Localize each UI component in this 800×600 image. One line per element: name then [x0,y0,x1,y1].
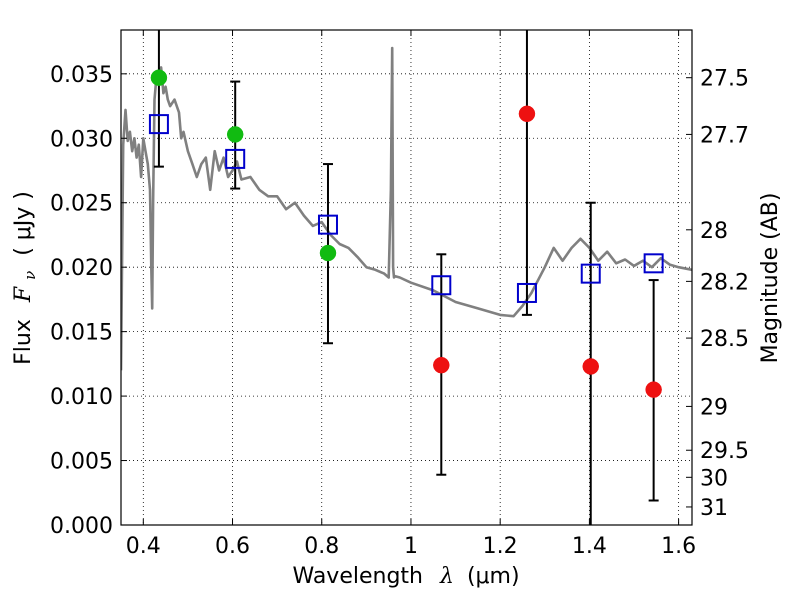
y-axis-title-symbol: F [11,286,36,303]
model-photometry-square [643,253,664,274]
model-photometry-square [516,282,537,303]
y-tick-label: 0.025 [50,192,113,217]
axis-ticks [121,30,692,526]
x-tick-label: 1 [404,534,418,559]
model-photometry-square [580,263,601,284]
y-axis-title: Flux F ν ( μJy ) [11,191,41,365]
x-tick-label: 0.4 [126,534,161,559]
upper-limit-point [433,356,450,374]
x-axis-title-unit: (μm) [467,564,520,589]
x-axis-title: Wavelength λ (μm) [292,564,519,589]
y-axis-title-unit: ( μJy ) [11,191,36,256]
x-tick-label: 0.6 [215,534,250,559]
x-tick-label: 1.4 [572,534,607,559]
y2-tick-label: 29.5 [700,439,749,464]
y-tick-label: 0.020 [50,256,113,281]
y2-tick-label: 28 [700,219,728,244]
x-axis-title-main: Wavelength [292,564,423,589]
plot-frame [120,29,693,526]
observed-markers [150,69,662,398]
model-photometry-square [148,114,169,135]
x-axis-title-symbol: λ [439,564,454,589]
model-photometry-square [431,275,452,296]
x-tick-label: 0.8 [304,534,339,559]
y2-tick-label: 27.5 [700,67,749,92]
grid-lines [121,30,692,526]
detection-point [319,244,337,262]
y2-tick-label: 31 [700,496,728,521]
y2-tick-label: 27.7 [700,123,749,148]
upper-limit-point [582,358,599,375]
y-tick-label: 0.010 [50,385,113,410]
y-axis-title-subscript: ν [21,271,39,280]
y-tick-label: 0.000 [50,514,113,539]
y2-tick-label: 30 [700,466,728,491]
y-tick-label: 0.030 [50,127,113,152]
y-axis-title-main: Flux [11,319,36,365]
model-spectrum [121,46,692,371]
upper-limit-point [645,381,662,398]
model-spectrum-line [121,46,692,371]
model-photometry-square [317,214,338,235]
upper-limit-point [518,105,536,123]
x-tick-label: 1.2 [483,534,518,559]
y2-tick-label: 29 [700,395,728,420]
x-tick-label: 1.6 [661,534,696,559]
detection-point [226,126,244,143]
y2-axis-title: Magnitude (AB) [758,193,783,364]
y-tick-label: 0.005 [50,450,113,475]
error-bars [153,30,659,525]
y2-tick-label: 28.2 [700,270,749,295]
model-photometry-markers [148,114,664,303]
detection-point [150,69,168,86]
tick-labels: 0.4 0.6 0.8 1 1.2 1.4 1.6 0.000 0.005 0.010 0.015 0… [50,63,749,559]
y2-tick-label: 28.5 [700,327,749,352]
model-photometry-square [225,148,246,169]
y-tick-label: 0.035 [50,63,113,88]
y-tick-label: 0.015 [50,321,113,346]
